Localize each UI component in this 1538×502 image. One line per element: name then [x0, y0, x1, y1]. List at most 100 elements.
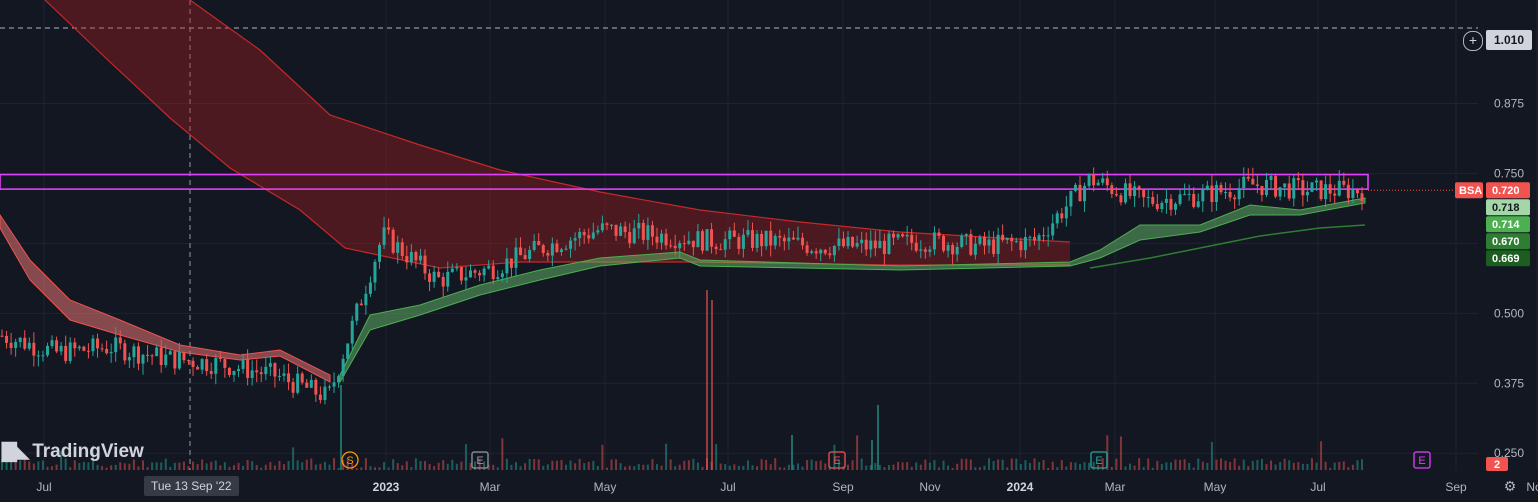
gear-icon[interactable]: ⚙: [1503, 478, 1517, 494]
candle-body: [186, 360, 190, 362]
short-ma-ribbon-up: [339, 197, 1366, 384]
candle-body: [55, 340, 59, 352]
candle-body: [496, 277, 500, 280]
volume-bar: [401, 465, 404, 470]
candle-body: [887, 233, 891, 255]
plus-circle-icon[interactable]: +: [1463, 31, 1483, 51]
volume-bar: [1001, 459, 1004, 470]
candle-body: [650, 225, 654, 237]
volume-bar: [619, 463, 622, 470]
candle-body: [901, 234, 905, 237]
candle-body: [928, 249, 932, 252]
candle-body: [1324, 184, 1328, 200]
candle-body: [810, 251, 814, 253]
volume-label: 2: [1494, 459, 1500, 471]
price-label: 0.720: [1492, 185, 1520, 197]
volume-bar: [223, 462, 226, 470]
volume-bar: [615, 459, 618, 470]
candle-body: [1087, 174, 1091, 186]
candle-body: [441, 276, 445, 287]
volume-bar: [692, 458, 695, 470]
volume-bar: [942, 460, 945, 470]
volume-bar: [383, 462, 386, 470]
candle-body: [1155, 203, 1159, 210]
volume-bar: [278, 460, 281, 470]
volume-bar: [269, 462, 272, 470]
volume-bar: [105, 467, 108, 470]
candle-body: [1178, 194, 1182, 204]
volume-bar: [892, 464, 895, 470]
volume-bar: [1315, 462, 1318, 470]
volume-bar: [1201, 461, 1204, 470]
volume-bar: [956, 463, 959, 470]
volume-bar: [1247, 466, 1250, 470]
volume-bar: [487, 464, 490, 470]
candle-body: [923, 249, 927, 252]
volume-bar: [1265, 463, 1268, 470]
volume-bar: [1138, 458, 1141, 470]
volume-bar: [1060, 460, 1063, 470]
horizontal-line-value[interactable]: 1.010: [1486, 30, 1532, 50]
candle-body: [614, 224, 618, 236]
volume-bar: [551, 460, 554, 470]
candle-body: [309, 379, 313, 388]
candle-body: [428, 273, 432, 282]
candle-body: [1237, 188, 1241, 200]
volume-bar: [64, 458, 67, 470]
event-marker-label: E: [833, 455, 840, 467]
candle-body: [96, 338, 100, 349]
volume-spike: [791, 435, 793, 470]
volume-bar: [1156, 460, 1159, 470]
candle-body: [996, 234, 1000, 254]
candle-body: [468, 270, 472, 278]
candle-body: [0, 335, 4, 337]
candle-body: [105, 348, 109, 354]
candle-body: [523, 255, 527, 260]
candle-body: [327, 386, 331, 388]
y-tick-label: 0.500: [1494, 306, 1524, 320]
volume-bar: [651, 459, 654, 470]
candle-body: [1183, 194, 1187, 196]
volume-bar: [387, 467, 390, 470]
volume-bar: [392, 459, 395, 470]
volume-bar: [201, 459, 204, 470]
candle-body: [573, 238, 577, 241]
candle-body: [45, 345, 49, 356]
volume-bar: [78, 463, 81, 470]
candle-body: [314, 379, 318, 395]
candle-body: [787, 237, 791, 242]
candle-body: [1142, 189, 1146, 198]
candle-body: [59, 345, 63, 352]
volume-bar: [1019, 464, 1022, 470]
volume-bar: [1283, 458, 1286, 470]
earnings-marker: [1090, 451, 1108, 469]
candle-body: [509, 258, 513, 268]
candle-body: [268, 363, 272, 367]
volume-spike: [340, 385, 342, 470]
volume-bar: [228, 466, 231, 470]
volume-bar: [792, 464, 795, 470]
candle-body: [136, 346, 140, 364]
candle-body: [1228, 191, 1232, 198]
candle-body: [782, 237, 786, 242]
volume-bar: [1333, 462, 1336, 470]
volume-bar: [41, 460, 44, 470]
earnings-marker: [471, 451, 489, 469]
volume-bar: [410, 467, 413, 470]
volume-bar: [1297, 462, 1300, 470]
volume-bar: [1292, 462, 1295, 470]
candle-body: [296, 373, 300, 393]
candle-body: [737, 236, 741, 249]
candles: [0, 167, 1364, 405]
candle-body: [255, 370, 259, 373]
volume-bar: [833, 444, 836, 470]
volume-bar: [10, 462, 13, 470]
candle-body: [1274, 176, 1278, 197]
candle-body: [323, 386, 327, 400]
candle-body: [960, 235, 964, 247]
candle-body: [869, 240, 873, 250]
volume-bar: [1219, 458, 1222, 470]
